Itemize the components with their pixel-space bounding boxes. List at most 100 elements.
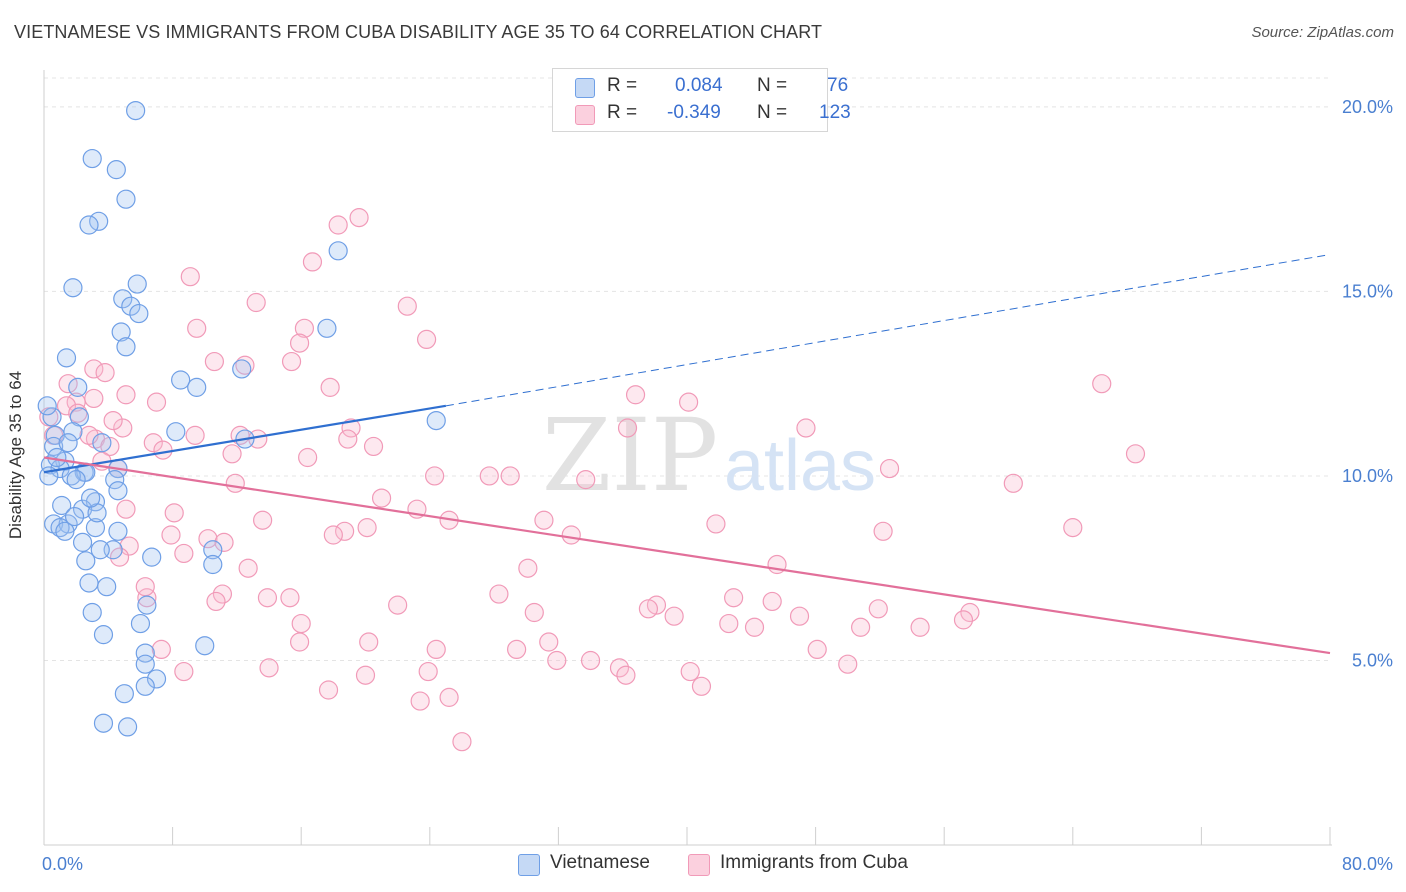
point-cuba-74: [238, 558, 258, 578]
bottom-legend-swatch-cuba: [688, 854, 710, 876]
point-cuba-65: [561, 525, 581, 545]
point-cuba-13: [84, 359, 104, 379]
point-vietnamese-13: [111, 322, 131, 342]
point-cuba-106: [838, 654, 858, 674]
x-tick-label-max: 80.0%: [1342, 854, 1393, 874]
point-cuba-9: [416, 329, 437, 350]
point-cuba-63: [335, 521, 355, 541]
legend-n-value: 76: [827, 75, 849, 96]
point-cuba-96: [910, 617, 930, 637]
bottom-legend-swatch-vietnamese: [518, 854, 540, 876]
point-cuba-14: [95, 363, 115, 383]
point-cuba-28: [617, 418, 638, 438]
point-cuba-50: [576, 470, 596, 490]
point-vietnamese-39: [105, 470, 125, 490]
point-cuba-52: [225, 473, 245, 493]
point-cuba-34: [185, 425, 205, 445]
legend-r-value: -0.349: [667, 102, 721, 123]
point-cuba-1: [328, 215, 348, 235]
point-cuba-0: [349, 208, 369, 228]
point-cuba-116: [439, 687, 459, 707]
y-tick-label-2: 15.0%: [1342, 281, 1393, 301]
point-cuba-10: [204, 351, 224, 372]
point-cuba-62: [357, 518, 377, 538]
point-vietnamese-20: [42, 407, 62, 427]
y-tick-label-0: 5.0%: [1352, 650, 1393, 670]
point-cuba-16: [320, 377, 340, 397]
point-cuba-20: [1092, 374, 1112, 394]
trend-lines: [43, 254, 1331, 655]
point-cuba-70: [119, 536, 139, 556]
watermark-atlas: atlas: [724, 426, 876, 506]
point-cuba-12: [281, 351, 302, 372]
point-cuba-80: [724, 588, 744, 608]
point-cuba-48: [479, 466, 499, 486]
point-vietnamese-48: [55, 521, 75, 541]
point-cuba-49: [500, 466, 520, 486]
point-vietnamese-16: [232, 359, 252, 379]
point-vietnamese-38: [66, 470, 86, 490]
point-cuba-78: [257, 588, 278, 608]
point-cuba-100: [151, 639, 171, 660]
trend-line-vietnamese-projection: [445, 254, 1331, 407]
point-cuba-66: [873, 521, 893, 541]
point-vietnamese-43: [72, 499, 93, 519]
point-cuba-118: [691, 676, 712, 696]
point-cuba-101: [507, 639, 527, 660]
point-vietnamese-71: [37, 396, 57, 416]
bottom-legend-label-cuba: Immigrants from Cuba: [720, 852, 908, 873]
point-vietnamese-62: [93, 625, 114, 645]
legend-swatch-vietnamese: [575, 78, 595, 98]
point-vietnamese-19: [68, 377, 88, 397]
point-vietnamese-54: [142, 547, 162, 567]
point-cuba-115: [410, 691, 430, 711]
trend-line-cuba: [43, 456, 1331, 655]
point-cuba-30: [341, 418, 361, 438]
point-cuba-31: [796, 418, 816, 438]
point-cuba-91: [664, 606, 684, 626]
point-vietnamese-10: [121, 296, 141, 316]
point-vietnamese-25: [166, 422, 186, 442]
point-cuba-40: [363, 436, 384, 457]
point-cuba-114: [318, 680, 339, 700]
point-cuba-11: [235, 355, 255, 375]
legend-n-value: 123: [819, 102, 851, 123]
point-vietnamese-27: [44, 436, 64, 457]
point-cuba-95: [851, 617, 871, 637]
point-cuba-23: [146, 392, 167, 412]
point-cuba-64: [323, 525, 343, 545]
point-cuba-53: [371, 488, 392, 508]
point-cuba-44: [1125, 444, 1146, 464]
point-cuba-54: [116, 499, 136, 519]
point-vietnamese-28: [58, 433, 78, 453]
point-cuba-104: [580, 650, 601, 671]
point-cuba-43: [298, 447, 318, 468]
point-cuba-61: [1063, 518, 1083, 538]
point-vietnamese-67: [135, 676, 155, 696]
point-cuba-93: [719, 613, 739, 634]
point-cuba-79: [280, 588, 300, 608]
point-vietnamese-72: [64, 506, 85, 527]
legend-r-label: R =: [607, 75, 638, 96]
point-cuba-60: [706, 514, 726, 534]
point-cuba-98: [359, 632, 379, 652]
legend-r-label: R =: [607, 102, 638, 123]
point-cuba-107: [259, 658, 279, 678]
point-vietnamese-14: [116, 337, 136, 357]
chart-title: VIETNAMESE VS IMMIGRANTS FROM CUBA DISAB…: [14, 22, 823, 42]
point-cuba-111: [616, 665, 636, 685]
point-cuba-2: [302, 252, 323, 272]
x-tick-labels: 0.0% 80.0%: [42, 854, 1393, 874]
legend-swatch-cuba: [575, 105, 595, 125]
point-vietnamese-55: [76, 551, 96, 571]
point-cuba-68: [198, 529, 218, 549]
legend-r-value: 0.084: [675, 75, 723, 96]
point-vietnamese-22: [426, 410, 446, 431]
point-cuba-69: [214, 532, 234, 552]
point-vietnamese-63: [195, 636, 215, 656]
point-cuba-24: [56, 396, 77, 416]
point-cuba-27: [113, 418, 133, 438]
point-cuba-88: [524, 602, 544, 623]
point-cuba-37: [338, 429, 358, 449]
